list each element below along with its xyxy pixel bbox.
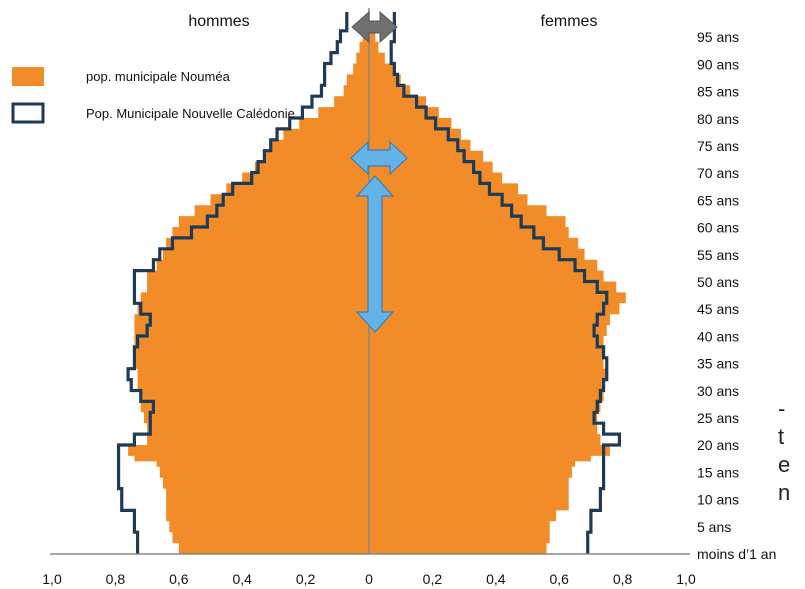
legend-swatch-noumea [12,67,44,86]
age-label: moins d’1 an [697,546,776,562]
age-label: 20 ans [697,437,739,453]
age-labels: moins d’1 an 5 ans 10 ans 15 ans 20 ans 25 an… [697,29,776,562]
age-label: 15 ans [697,464,739,480]
nc-female-outline [389,12,622,554]
age-label: 60 ans [697,220,739,236]
cut-off-line-1: - [778,396,786,421]
age-label: 40 ans [697,328,739,344]
x-tick-label: 0 [365,571,373,587]
blue-horizontal-arrow-icon [350,140,408,176]
x-tick-labels: 1,0 0,8 0,6 0,4 0,2 0 0,2 0,4 0,6 0,8 1,0 [42,571,696,587]
cut-off-text: - t e n [778,395,790,507]
noumea-female-area [369,22,626,554]
age-label: 85 ans [697,84,739,100]
legend: pop. municipale Nouméa Pop. Municipale N… [11,67,295,124]
x-tick-label: 0,8 [613,571,633,587]
x-tick-label: 1,0 [42,571,62,587]
age-label: 75 ans [697,138,739,154]
x-tick-label: 0,4 [232,571,252,587]
age-label: 25 ans [697,410,739,426]
age-label: 10 ans [697,492,739,508]
x-tick-label: 1,0 [676,571,696,587]
noumea-fill-layer [128,22,626,554]
age-label: 30 ans [697,383,739,399]
age-label: 95 ans [697,29,739,45]
blue-vertical-arrow-icon [355,175,395,333]
age-label: 45 ans [697,301,739,317]
age-label: 50 ans [697,274,739,290]
age-label: 65 ans [697,192,739,208]
x-tick-label: 0,2 [296,571,316,587]
x-tick-label: 0,6 [169,571,189,587]
legend-label-noumea: pop. municipale Nouméa [86,69,231,84]
cut-off-line-2: t [778,424,785,449]
cut-off-line-4: n [778,480,791,505]
age-label: 5 ans [697,519,731,535]
left-side-label: hommes [188,13,249,30]
grey-double-arrow-icon [351,10,398,44]
legend-swatch-nc [11,102,45,124]
cut-off-line-3: e [778,452,791,477]
annotation-arrows [350,10,408,333]
age-label: 35 ans [697,356,739,372]
x-tick-label: 0,4 [486,571,506,587]
age-label: 70 ans [697,165,739,181]
x-tick-label: 0,6 [549,571,569,587]
legend-label-nc: Pop. Municipale Nouvelle Calédonie [86,106,295,121]
nc-male-outline [116,12,349,554]
noumea-male-area [128,22,369,554]
x-tick-label: 0,8 [106,571,126,587]
age-label: 80 ans [697,111,739,127]
age-label: 90 ans [697,56,739,72]
nc-outline-layer [116,12,622,554]
right-side-label: femmes [541,13,598,30]
age-label: 55 ans [697,247,739,263]
labels-layer: hommes femmes [188,13,597,30]
x-tick-label: 0,2 [423,571,443,587]
